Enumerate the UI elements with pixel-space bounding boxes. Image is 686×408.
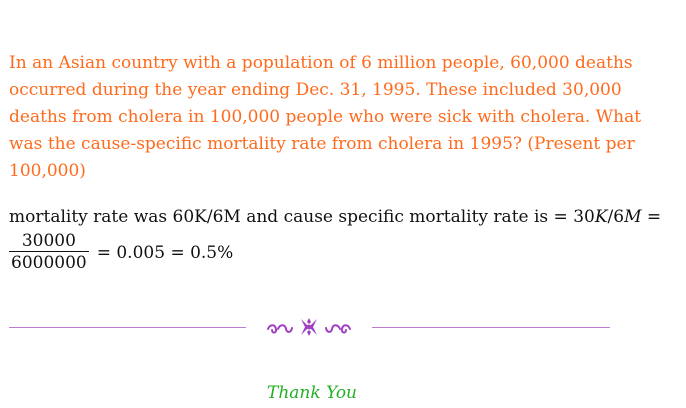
math-slash: /6	[607, 207, 625, 227]
ornament-icon	[267, 318, 351, 336]
fraction: 30000 6000000	[9, 231, 89, 274]
answer-result: = 0.005 = 0.5%	[96, 242, 234, 263]
question-line: In an Asian country with a population of…	[9, 53, 633, 73]
math-m: M	[624, 207, 642, 227]
answer-line: mortality rate was 60K/6M and cause spec…	[9, 205, 661, 229]
fraction-numerator: 30000	[21, 231, 76, 251]
divider-left	[9, 327, 246, 328]
fraction-row: 30000 6000000 = 0.005 = 0.5%	[9, 231, 639, 274]
question-line: 100,000)	[9, 161, 86, 181]
thank-you-text: Thank You	[267, 383, 358, 403]
math-equals: =	[641, 207, 662, 227]
question-line: was the cause-specific mortality rate fr…	[9, 134, 635, 154]
fraction-denominator: 6000000	[11, 253, 87, 273]
question-line: deaths from cholera in 100,000 people wh…	[9, 107, 642, 127]
divider-right	[372, 327, 610, 328]
fraction-bar	[9, 251, 89, 252]
question-text: In an Asian country with a population of…	[9, 50, 642, 185]
answer-text: mortality rate was 60K/6M and cause spec…	[9, 207, 595, 227]
math-k: K	[594, 207, 608, 227]
answer-block: mortality rate was 60K/6M and cause spec…	[9, 205, 661, 274]
question-line: occurred during the year ending Dec. 31,…	[9, 80, 622, 100]
